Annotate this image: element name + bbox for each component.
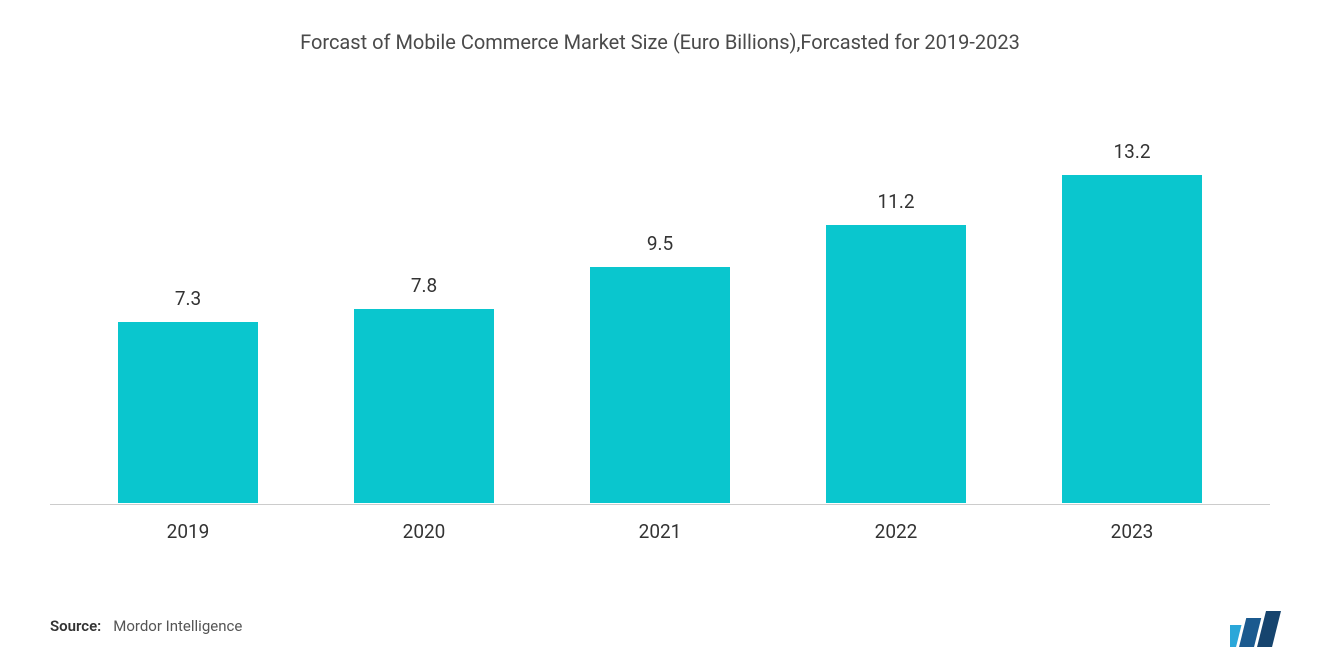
bar-group: 9.5	[542, 232, 778, 503]
x-axis: 2019 2020 2021 2022 2023	[50, 504, 1270, 543]
source-label: Source:	[50, 617, 101, 635]
mordor-logo-icon	[1230, 611, 1285, 647]
bar	[354, 309, 494, 503]
source-value: Mordor Intelligence	[113, 617, 242, 635]
bar-group: 7.8	[306, 274, 542, 503]
x-axis-label: 2019	[70, 520, 306, 543]
bar	[590, 267, 730, 503]
x-axis-label: 2022	[778, 520, 1014, 543]
x-axis-label: 2021	[542, 520, 778, 543]
x-axis-label: 2020	[306, 520, 542, 543]
bar-value-label: 7.8	[411, 274, 437, 297]
chart-title: Forcast of Mobile Commerce Market Size (…	[50, 30, 1270, 54]
bar	[1062, 175, 1202, 503]
bar-value-label: 7.3	[175, 287, 201, 310]
bar	[118, 322, 258, 503]
source-line: Source: Mordor Intelligence	[50, 616, 242, 635]
bar-group: 7.3	[70, 287, 306, 503]
bars-area: 7.3 7.8 9.5 11.2 13.2	[50, 144, 1270, 504]
bar	[826, 225, 966, 503]
bar-group: 13.2	[1014, 140, 1250, 503]
chart-container: Forcast of Mobile Commerce Market Size (…	[0, 0, 1320, 665]
bar-value-label: 9.5	[647, 232, 673, 255]
bar-group: 11.2	[778, 190, 1014, 503]
x-axis-label: 2023	[1014, 520, 1250, 543]
bar-value-label: 13.2	[1113, 140, 1150, 163]
bar-value-label: 11.2	[877, 190, 914, 213]
